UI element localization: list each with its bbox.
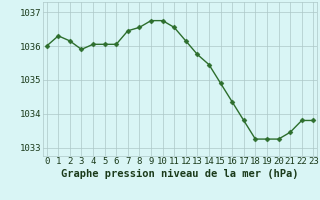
X-axis label: Graphe pression niveau de la mer (hPa): Graphe pression niveau de la mer (hPa) — [61, 169, 299, 179]
